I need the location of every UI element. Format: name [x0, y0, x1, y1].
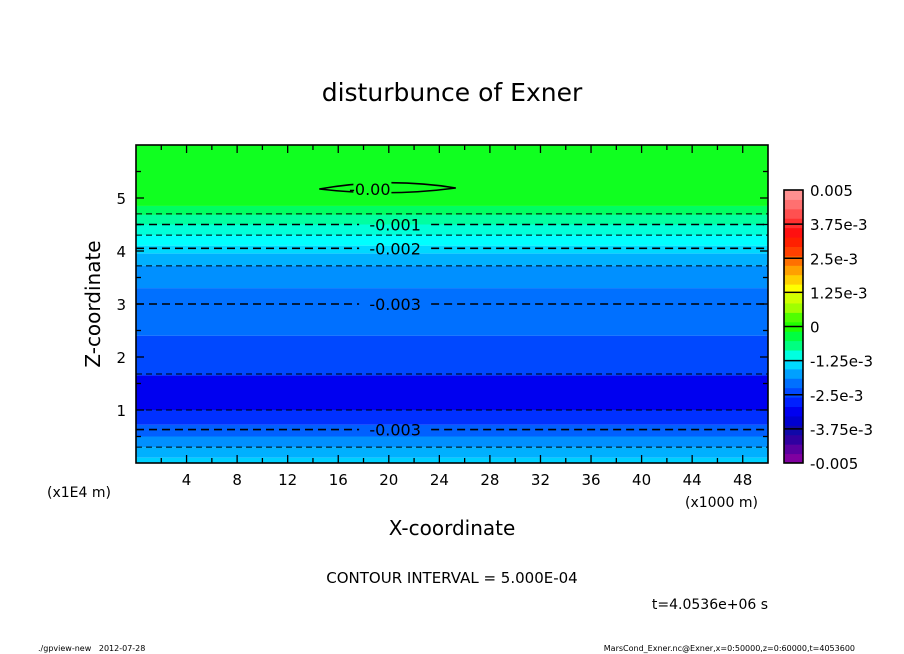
colorbar-bin: [784, 190, 803, 200]
contour-label: -0.002: [369, 239, 421, 258]
x-tick-label: 8: [232, 471, 242, 489]
colorbar-bin: [784, 359, 803, 370]
contour-band: [136, 224, 768, 236]
contour-band: [136, 375, 768, 410]
colorbar-bin: [784, 453, 803, 464]
x-tick-label: 48: [733, 471, 752, 489]
x-tick-label: 24: [430, 471, 449, 489]
y-axis-unit: (x1E4 m): [47, 485, 111, 501]
contour-label: -0.001: [369, 216, 421, 235]
colorbar-bin: [784, 274, 803, 285]
x-axis-unit: (x1000 m): [685, 495, 758, 511]
colorbar-label: 0: [810, 319, 820, 337]
colorbar-frame: [783, 189, 804, 464]
time-label: t=4.0536e+06 s: [652, 597, 768, 613]
colorbar-bin: [784, 331, 803, 342]
colorbar-label: 2.5e-3: [810, 250, 858, 268]
colorbar-bin: [784, 368, 803, 379]
colorbar-bin: [784, 255, 803, 266]
colorbar-bin: [784, 284, 803, 295]
colorbar-label: 0.005: [810, 182, 853, 200]
colorbar-label: -0.005: [810, 455, 858, 473]
contour-band: [136, 235, 768, 246]
x-tick-label: 36: [581, 471, 600, 489]
plot-area: -0.001-0.002-0.003-0.003-0.004 8 12 16 20 24 2…: [116, 144, 769, 489]
colorbar: 0.005 3.75e-3 2.5e-3 1.25e-3 0 -1.25e-3 -2.5e-…: [783, 182, 873, 473]
zero-label-bg: [353, 179, 392, 196]
y-tick-label: 2: [116, 349, 126, 367]
contour-band: [136, 253, 768, 266]
contour-band: [136, 447, 768, 458]
contour-band: [136, 410, 768, 425]
contour-band: [136, 424, 768, 437]
colorbar-bin: [784, 246, 803, 257]
contour-interval: CONTOUR INTERVAL = 5.000E-04: [326, 569, 577, 587]
x-tick-label: 12: [278, 471, 297, 489]
contour-band: [136, 205, 768, 215]
contour-band: [136, 214, 768, 225]
colorbar-bin: [784, 227, 803, 238]
colorbar-label: 3.75e-3: [810, 216, 868, 234]
colorbar-bin: [784, 293, 803, 304]
x-tick-label: 44: [683, 471, 702, 489]
colorbar-bin: [784, 350, 803, 360]
contour-label: -0.003: [369, 421, 421, 440]
colorbar-label: -1.25e-3: [810, 353, 873, 371]
colorbar-bin: [784, 312, 803, 323]
contour-band: [136, 145, 768, 206]
contour-band: [136, 457, 768, 463]
colorbar-bin: [784, 302, 803, 313]
colorbar-bin: [784, 397, 803, 408]
y-axis-label: Z-coordinate: [81, 240, 105, 367]
colorbar-label: -2.5e-3: [810, 387, 863, 405]
footer-left: ./gpview-new 2012-07-28: [38, 644, 145, 653]
colorbar-bin: [784, 425, 803, 436]
x-tick-label: 16: [329, 471, 348, 489]
colorbar-bin: [784, 444, 803, 455]
colorbar-bin: [784, 340, 803, 351]
contour-band: [136, 436, 768, 448]
colorbar-bin: [784, 237, 803, 247]
x-tick-label: 20: [379, 471, 398, 489]
contour-band: [136, 265, 768, 289]
y-tick-label: 5: [116, 190, 126, 208]
colorbar-label: -3.75e-3: [810, 421, 873, 439]
x-tick-label: 40: [632, 471, 651, 489]
colorbar-bin: [784, 387, 803, 398]
colorbar-bin: [784, 208, 803, 219]
contour-band: [136, 245, 768, 254]
colorbar-bin: [784, 434, 803, 445]
x-axis-label: X-coordinate: [389, 516, 516, 540]
y-tick-label: 3: [116, 296, 126, 314]
chart-title: disturbunce of Exner: [322, 78, 583, 107]
footer-right: MarsCond_Exner.nc@Exner,x=0:50000,z=0:60…: [604, 644, 855, 653]
y-tick-label: 4: [116, 243, 126, 261]
colorbar-bin: [784, 378, 803, 389]
x-tick-label: 32: [531, 471, 550, 489]
colorbar-bin: [784, 265, 803, 276]
colorbar-bin: [784, 406, 803, 417]
contour-band: [136, 288, 768, 336]
zero-contour-label: -0.00: [349, 180, 390, 199]
contour-band: [136, 335, 768, 376]
colorbar-bin: [784, 218, 803, 229]
colorbar-label: 1.25e-3: [810, 284, 868, 302]
colorbar-bin: [784, 415, 803, 426]
colorbar-bin: [784, 199, 803, 210]
x-tick-label: 4: [182, 471, 192, 489]
contour-label: -0.003: [369, 295, 421, 314]
y-tick-label: 1: [116, 402, 126, 420]
x-tick-label: 28: [480, 471, 499, 489]
